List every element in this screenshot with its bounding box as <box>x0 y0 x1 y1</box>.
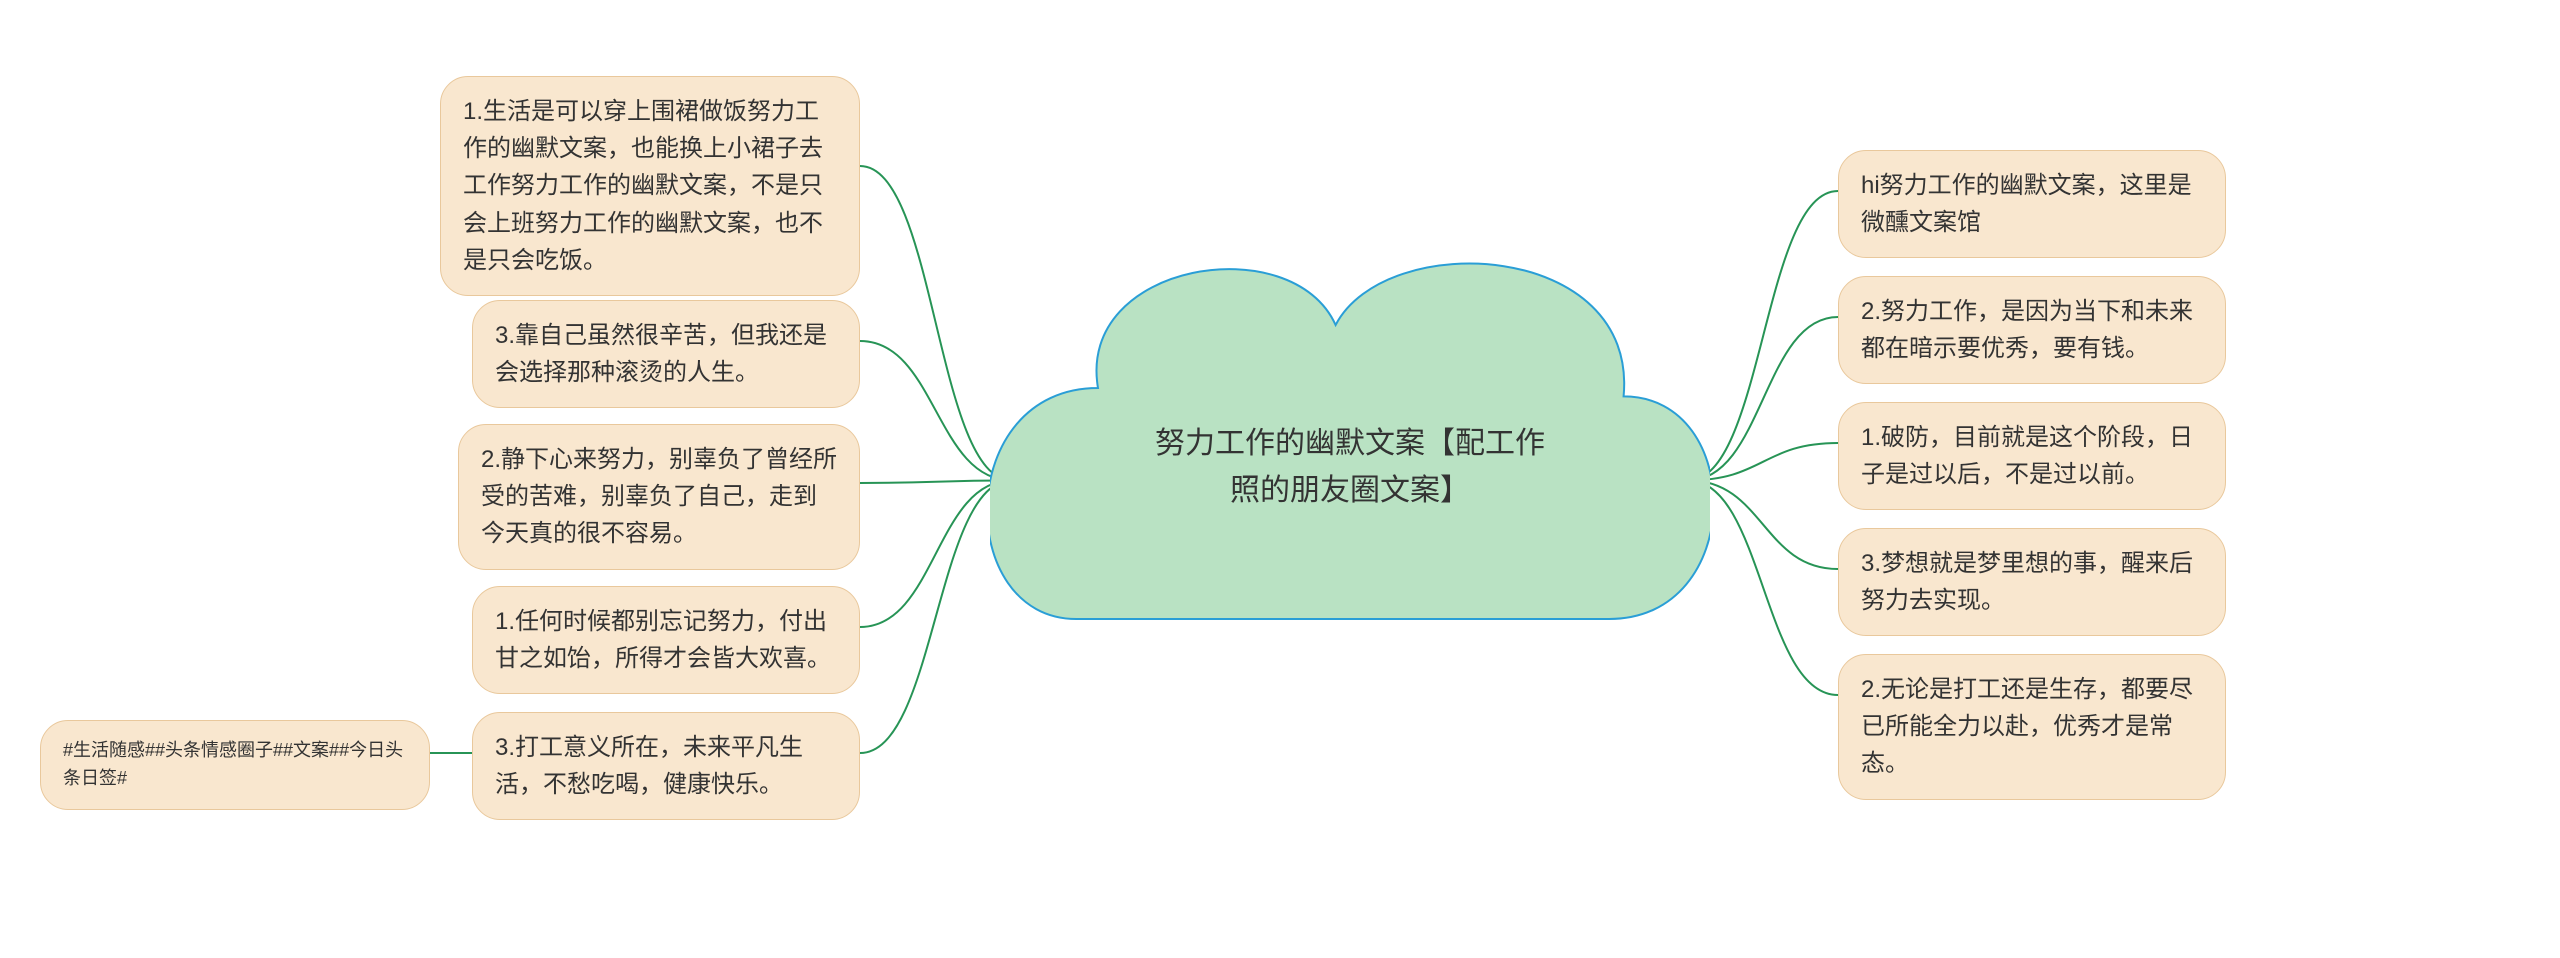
edge-right-4 <box>1688 480 1838 569</box>
edge-left-3 <box>860 480 1012 483</box>
edge-left-4 <box>860 480 1012 627</box>
left-node-3: 2.静下心来努力，别辜负了曾经所受的苦难，别辜负了自己，走到今天真的很不容易。 <box>458 424 860 570</box>
left-node-1-label: 1.生活是可以穿上围裙做饭努力工作的幽默文案，也能换上小裙子去工作努力工作的幽默… <box>463 93 837 279</box>
central-topic-label: 努力工作的幽默文案【配工作照的朋友圈文案】 <box>1152 421 1548 514</box>
left-subnode-label: #生活随感#​#头条情感圈子#​#文案#​#今日头条日签#​ <box>63 737 407 793</box>
right-node-4-label: 3.梦想就是梦里想的事，醒来后努力去实现。 <box>1861 545 2203 619</box>
left-node-2-label: 3.靠自己虽然很辛苦，但我还是会选择那种滚烫的人生。 <box>495 317 837 391</box>
right-node-2-label: 2.努力工作，是因为当下和未来都在暗示要优秀，要有钱。 <box>1861 293 2203 367</box>
right-node-1: hi努力工作的幽默文案，这里是微醺文案馆 <box>1838 150 2226 258</box>
left-node-2: 3.靠自己虽然很辛苦，但我还是会选择那种滚烫的人生。 <box>472 300 860 408</box>
left-node-4: 1.任何时候都别忘记努力，付出甘之如饴，所得才会皆大欢喜。 <box>472 586 860 694</box>
right-node-2: 2.努力工作，是因为当下和未来都在暗示要优秀，要有钱。 <box>1838 276 2226 384</box>
edge-right-3 <box>1688 443 1838 480</box>
edge-left-2 <box>860 341 1012 480</box>
left-node-4-label: 1.任何时候都别忘记努力，付出甘之如饴，所得才会皆大欢喜。 <box>495 603 837 677</box>
right-node-3-label: 1.破防，目前就是这个阶段，日子是过以后，不是过以前。 <box>1861 419 2203 493</box>
right-node-5-label: 2.无论是打工还是生存，都要尽已所能全力以赴，优秀才是常态。 <box>1861 671 2203 783</box>
edge-right-2 <box>1688 317 1838 480</box>
left-node-5: 3.打工意义所在，未来平凡生活，不愁吃喝，健康快乐。 <box>472 712 860 820</box>
left-node-1: 1.生活是可以穿上围裙做饭努力工作的幽默文案，也能换上小裙子去工作努力工作的幽默… <box>440 76 860 296</box>
left-node-3-label: 2.静下心来努力，别辜负了曾经所受的苦难，别辜负了自己，走到今天真的很不容易。 <box>481 441 837 553</box>
right-node-5: 2.无论是打工还是生存，都要尽已所能全力以赴，优秀才是常态。 <box>1838 654 2226 800</box>
central-topic: 努力工作的幽默文案【配工作照的朋友圈文案】 <box>990 220 1710 640</box>
edge-right-5 <box>1688 480 1838 695</box>
edge-right-1 <box>1688 191 1838 480</box>
right-node-1-label: hi努力工作的幽默文案，这里是微醺文案馆 <box>1861 167 2203 241</box>
right-node-4: 3.梦想就是梦里想的事，醒来后努力去实现。 <box>1838 528 2226 636</box>
left-subnode: #生活随感#​#头条情感圈子#​#文案#​#今日头条日签#​ <box>40 720 430 810</box>
right-node-3: 1.破防，目前就是这个阶段，日子是过以后，不是过以前。 <box>1838 402 2226 510</box>
left-node-5-label: 3.打工意义所在，未来平凡生活，不愁吃喝，健康快乐。 <box>495 729 837 803</box>
edge-left-1 <box>860 166 1012 480</box>
mindmap-stage: 努力工作的幽默文案【配工作照的朋友圈文案】 1.生活是可以穿上围裙做饭努力工作的幽… <box>0 0 2560 958</box>
edge-left-5 <box>860 480 1012 753</box>
